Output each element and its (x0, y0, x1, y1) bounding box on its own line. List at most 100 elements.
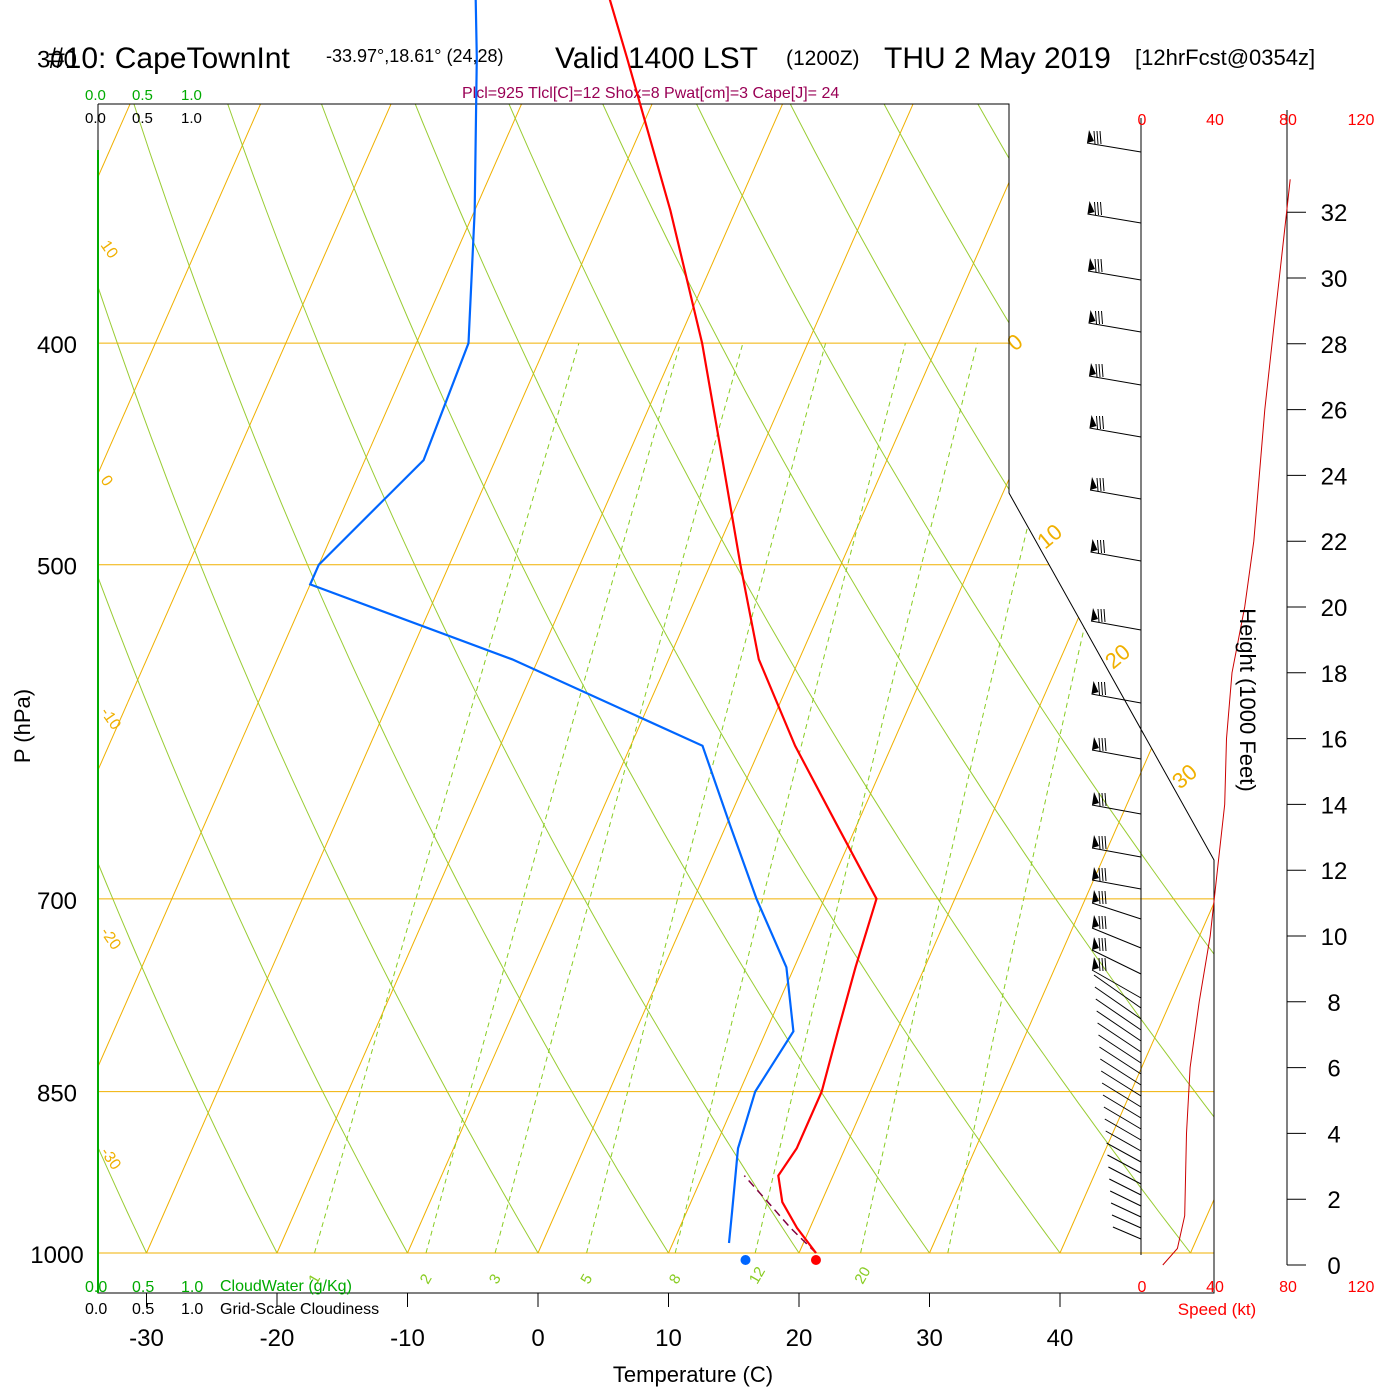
speed-tick-bottom-2: 80 (1279, 1279, 1297, 1296)
dry-adiabat-line (98, 104, 669, 1254)
wind-barb (1100, 1070, 1142, 1097)
wind-barb-feather (1104, 792, 1107, 807)
mixing-ratio-label: 5 (577, 1271, 596, 1287)
wind-barb-feather (1098, 681, 1100, 696)
height-tick-label: 16 (1321, 727, 1348, 754)
isotherm-line (537, 104, 1145, 1254)
wind-barb (1098, 1034, 1142, 1064)
wind-barb (1111, 1214, 1142, 1229)
wind-speed-curve (1162, 179, 1291, 1266)
dry-adiabat-line (240, 104, 930, 1254)
height-tick-label: 18 (1321, 661, 1348, 688)
station-coords: -33.97°,18.61° (24,28) (326, 46, 504, 66)
wind-barb (1093, 974, 1142, 1009)
wind-barb-feather (1104, 737, 1107, 752)
y-tick-label: 300 (37, 46, 77, 73)
wind-barb-feather (1098, 957, 1101, 972)
cloudiness-tick-top-1: 0.5 (132, 110, 153, 127)
wind-barb-flag (1089, 363, 1096, 376)
height-tick-label: 8 (1327, 990, 1340, 1017)
dry-adiabat-line (1031, 104, 1214, 1254)
speed-tick-bottom-3: 120 (1348, 1279, 1375, 1296)
wind-barb-feather (1104, 937, 1107, 952)
wind-barb-flag (1091, 681, 1099, 694)
dry-adiabat-line (98, 104, 278, 1254)
wind-barb-feather (1102, 477, 1105, 492)
x-tick-label: -20 (260, 1325, 295, 1352)
height-tick-label: 22 (1321, 529, 1348, 556)
dry-adiabat-line (0, 0, 16, 1253)
x-tick-label: -30 (129, 1325, 164, 1352)
isotherm-labels: 10 0 -10 -20 -30 0 10 20 30 (97, 238, 1202, 1174)
wind-barb-feather (1098, 915, 1101, 930)
wind-barb-flag (1087, 201, 1095, 214)
wind-barb-flag (1088, 258, 1095, 271)
wind-barb-feather (1098, 363, 1101, 378)
wind-barb-feather (1103, 608, 1106, 623)
speed-tick-bottom-1: 40 (1206, 1279, 1224, 1296)
isotherm-line (276, 104, 884, 1254)
dry-adiabat-line (153, 104, 800, 1254)
dewpoint-curve (308, 0, 795, 1244)
mixing-ratio-line (494, 342, 744, 1254)
mixing-ratio-line (314, 342, 580, 1254)
surface-dewpoint-point (740, 1255, 751, 1265)
dry-adiabat-line (416, 104, 1191, 1254)
isotherm-label: 20 (1100, 639, 1135, 674)
mixing-ratio-label: 3 (486, 1271, 505, 1287)
mixing-ratio-label: 8 (666, 1271, 685, 1287)
height-tick-label: 4 (1327, 1121, 1340, 1148)
wind-barb-flag (1092, 890, 1099, 903)
wind-barb (1110, 1202, 1142, 1218)
wind-barb-feather (1098, 890, 1101, 905)
wind-barb-flag (1092, 957, 1099, 970)
wind-barb (1091, 879, 1142, 890)
wind-barb-feather (1104, 915, 1107, 930)
wind-barb-feather (1101, 867, 1104, 882)
y-tick-label: 1000 (30, 1242, 83, 1269)
mixing-ratio-labels: 1 2 3 5 8 12 20 (305, 1264, 874, 1287)
wind-barb (1091, 804, 1142, 815)
height-tick-label: 24 (1321, 463, 1348, 490)
wind-barb-flag (1092, 867, 1099, 880)
height-tick-label: 2 (1327, 1187, 1340, 1214)
wind-barb-feather (1095, 310, 1097, 325)
wind-barb (1089, 427, 1142, 438)
wind-barb-feather (1101, 890, 1104, 905)
isotherm-label: -20 (97, 925, 124, 954)
cloudwater-tick-bottom-0: 0.0 (85, 1279, 107, 1296)
wind-barbs (1086, 130, 1142, 1240)
isotherm-line (668, 104, 1214, 1254)
x-tick-label: 30 (916, 1325, 943, 1352)
cloudwater-tick-bottom-2: 1.0 (181, 1279, 203, 1296)
wind-barb (1102, 1094, 1142, 1119)
isotherm-label: 0 (97, 473, 116, 490)
valid-time: Valid 1400 LST (555, 42, 758, 75)
wind-barb-feather (1097, 258, 1100, 273)
y2-axis-title: Height (1000 Feet) (1235, 608, 1260, 791)
wind-barb-flag (1091, 608, 1098, 621)
dry-adiabat-line (98, 104, 408, 1254)
station-title: #10: CapeTownInt (48, 42, 290, 75)
isobar-lines (98, 342, 1214, 1254)
x-axis-ticks: -30 -20 -10 0 10 20 30 40 (129, 1293, 1073, 1352)
forecast-info: [12hrFcst@0354z] (1135, 45, 1315, 70)
wind-barb (1101, 1082, 1142, 1108)
wind-barb-feather (1098, 937, 1101, 952)
speed-tick-top-2: 80 (1279, 112, 1297, 129)
mixing-ratio-lines (314, 342, 1151, 1254)
wind-barb-feather (1093, 130, 1096, 145)
wind-barb-feather (1098, 792, 1101, 807)
cloudiness-tick-bottom-0: 0.0 (85, 1301, 107, 1318)
wind-barb-feather (1095, 363, 1098, 378)
wind-barb (1096, 1010, 1142, 1042)
wind-barb-feather (1096, 415, 1098, 430)
isotherm-line (929, 104, 1214, 1254)
isotherm-line (98, 104, 623, 1254)
isotherm-label: -30 (97, 1145, 124, 1174)
height-tick-label: 6 (1327, 1056, 1340, 1083)
wind-barb (1088, 322, 1142, 333)
wind-speed-profile (1162, 179, 1291, 1266)
wind-barb (1106, 1142, 1142, 1163)
